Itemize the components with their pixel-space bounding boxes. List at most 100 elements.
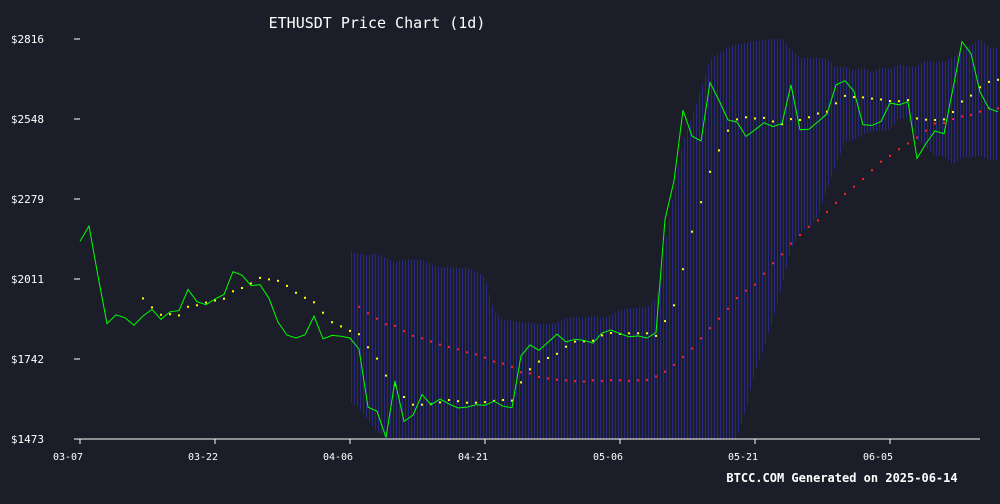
long-ma-point	[691, 347, 693, 350]
short-ma-point	[385, 374, 387, 377]
short-ma-point	[709, 170, 711, 173]
short-ma-point	[475, 401, 477, 404]
short-ma-point	[673, 304, 675, 307]
short-ma-point	[538, 360, 540, 363]
long-ma-point	[772, 262, 774, 265]
long-ma-point	[979, 110, 981, 113]
short-ma-point	[520, 381, 522, 384]
short-ma-point	[979, 86, 981, 89]
long-ma-point	[610, 379, 612, 382]
short-ma-point	[736, 118, 738, 121]
long-ma-point	[790, 242, 792, 245]
short-ma-point	[259, 276, 261, 279]
long-ma-point	[907, 142, 909, 145]
short-ma-point	[502, 399, 504, 401]
long-ma-point	[943, 122, 945, 124]
short-ma-point	[448, 399, 450, 401]
short-ma-point	[403, 396, 405, 398]
short-ma-point	[250, 282, 252, 285]
short-ma-point	[835, 102, 837, 105]
long-ma-point	[808, 225, 810, 228]
short-ma-point	[610, 332, 612, 334]
short-ma-point	[331, 321, 333, 324]
long-ma-point	[394, 324, 396, 327]
short-ma-point	[790, 118, 792, 121]
short-ma-point	[358, 333, 360, 336]
short-ma-point	[241, 287, 243, 289]
short-ma-point	[169, 313, 171, 316]
long-ma-point	[745, 289, 747, 292]
short-ma-point	[160, 313, 162, 316]
long-ma-point	[997, 107, 999, 110]
long-ma-point	[430, 340, 432, 343]
long-ma-point	[655, 375, 657, 378]
x-tick-label: 05-06	[593, 452, 623, 463]
long-ma-point	[421, 337, 423, 340]
long-ma-point	[709, 327, 711, 330]
long-ma-point	[880, 160, 882, 163]
short-ma-point	[745, 116, 747, 119]
long-ma-point	[529, 372, 531, 375]
long-ma-point	[862, 178, 864, 180]
long-ma-point	[493, 360, 495, 363]
short-ma-point	[268, 278, 270, 281]
short-ma-point	[232, 290, 234, 293]
short-ma-point	[151, 306, 153, 309]
short-ma-point	[277, 279, 279, 282]
long-ma-point	[403, 330, 405, 333]
short-ma-point	[700, 201, 702, 204]
axis-layer: $2816 $2548 $2279 $2011 $1742 $1473 03-07 03-22…	[11, 33, 980, 463]
long-ma-point	[961, 115, 963, 118]
short-ma-point	[574, 340, 576, 343]
short-ma-point	[340, 325, 342, 328]
short-ma-point	[682, 268, 684, 271]
long-ma-point	[736, 297, 738, 300]
short-ma-point	[529, 368, 531, 371]
short-ma-point	[754, 117, 756, 120]
short-ma-point	[223, 297, 225, 300]
long-ma-point	[637, 379, 639, 382]
long-ma-point	[925, 129, 927, 132]
long-ma-point	[583, 380, 585, 383]
long-ma-point	[754, 283, 756, 286]
long-ma-point	[619, 379, 621, 382]
long-ma-layer	[358, 107, 999, 383]
short-ma-point	[799, 119, 801, 121]
short-ma-point	[556, 352, 558, 355]
price-line-layer	[79, 40, 999, 438]
x-tick-label: 03-07	[53, 452, 83, 463]
short-ma-point	[142, 297, 144, 300]
price-series-line	[79, 40, 999, 438]
y-tick-label: $2011	[11, 273, 44, 286]
chart-title: ETHUSDT Price Chart (1d)	[269, 14, 486, 32]
long-ma-point	[412, 334, 414, 337]
short-ma-point	[439, 401, 441, 404]
long-ma-point	[781, 253, 783, 256]
short-ma-point	[772, 120, 774, 123]
y-tick-label: $1742	[11, 353, 44, 366]
short-ma-point	[664, 320, 666, 323]
long-ma-point	[376, 317, 378, 320]
short-ma-point	[295, 291, 297, 294]
short-ma-point	[646, 332, 648, 335]
short-ma-layer	[142, 78, 999, 406]
short-ma-point	[853, 96, 855, 99]
short-ma-point	[934, 119, 936, 121]
long-ma-point	[475, 353, 477, 356]
short-ma-point	[997, 78, 999, 81]
x-tick-label: 05-21	[728, 452, 758, 463]
long-ma-point	[448, 346, 450, 348]
short-ma-point	[214, 299, 216, 302]
short-ma-point	[781, 123, 783, 126]
short-ma-point	[817, 112, 819, 115]
short-ma-point	[637, 332, 639, 335]
short-ma-point	[970, 94, 972, 97]
short-ma-point	[376, 357, 378, 360]
x-tick-label: 03-22	[188, 452, 218, 463]
long-ma-point	[871, 169, 873, 172]
short-ma-point	[484, 401, 486, 404]
long-ma-point	[844, 192, 846, 195]
short-ma-point	[187, 305, 189, 308]
long-ma-point	[574, 380, 576, 383]
